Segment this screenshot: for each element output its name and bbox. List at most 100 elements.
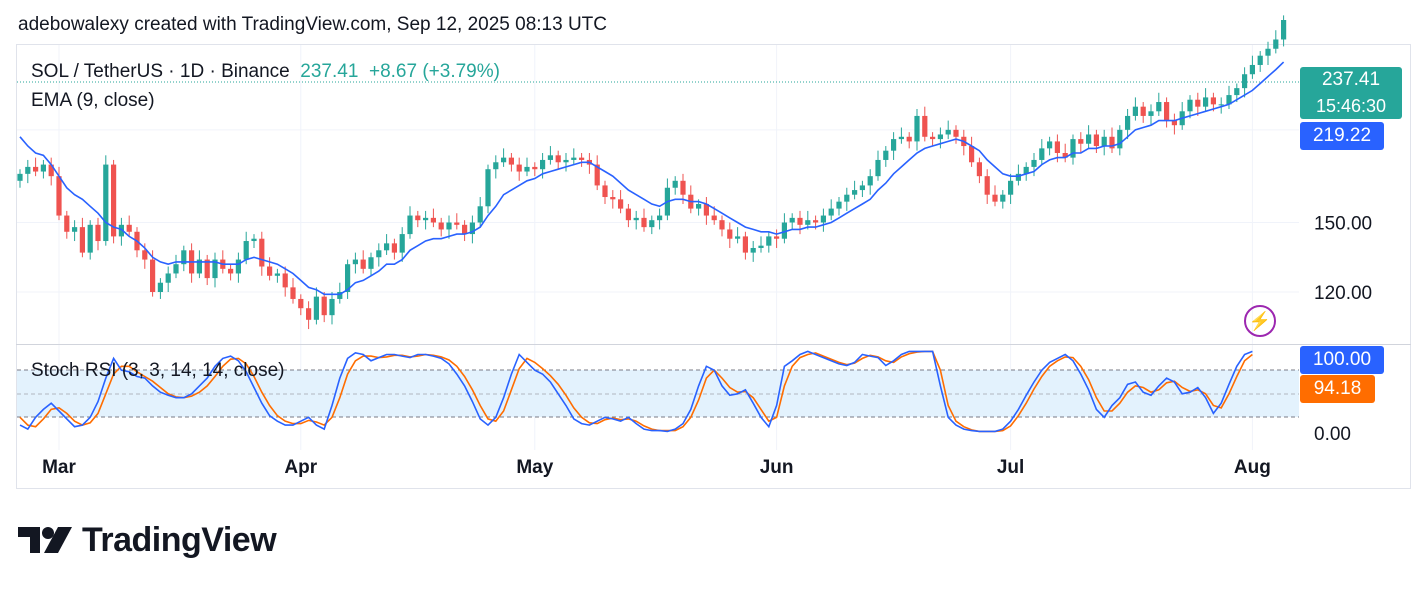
candle-body <box>633 217 639 221</box>
candle-body <box>1140 106 1146 116</box>
candle-body <box>906 136 912 142</box>
candle-body <box>922 115 928 137</box>
candle-body <box>1156 102 1162 112</box>
candle-body <box>891 139 897 151</box>
x-axis-labels: MarAprMayJunJulAugSep <box>42 457 1271 478</box>
x-tick-label: Aug <box>1234 457 1271 478</box>
candle-body <box>1218 104 1224 106</box>
candle-body <box>1125 115 1131 130</box>
x-tick-label: Jun <box>760 457 794 478</box>
candle-body <box>329 298 335 316</box>
candle-body <box>1047 141 1053 149</box>
last-price-tag-value: 237.41 <box>1321 69 1381 90</box>
countdown-text: 15:46:30 <box>1315 96 1387 116</box>
candle-body <box>274 273 280 276</box>
candle-body <box>79 227 85 253</box>
candle-body <box>1203 97 1209 107</box>
candle-body <box>774 236 780 239</box>
candle-body <box>243 241 249 260</box>
candle-body <box>1171 120 1177 126</box>
candle-body <box>235 259 241 274</box>
attribution-text: adebowalexy created with TradingView.com… <box>18 14 607 35</box>
candle-body <box>40 164 46 172</box>
candle-body <box>298 298 304 309</box>
candle-body <box>953 129 959 137</box>
candle-body <box>1039 148 1045 160</box>
candle-body <box>742 236 748 253</box>
candle-body <box>828 208 834 216</box>
candle-body <box>415 215 421 221</box>
candle-body <box>727 229 733 239</box>
candle-body <box>337 292 343 299</box>
symbol-legend[interactable]: SOL / TetherUS · 1D · Binance 237.41 +8.… <box>31 61 500 83</box>
candle-body <box>1234 88 1240 96</box>
candle-body <box>750 247 756 253</box>
candle-body <box>33 166 39 172</box>
candle-body <box>1265 48 1271 56</box>
tradingview-logo[interactable]: TradingView <box>18 520 277 560</box>
candle-body <box>469 222 475 235</box>
candle-body <box>173 264 179 274</box>
candle-body <box>118 224 124 237</box>
candle-body <box>859 185 865 191</box>
candle-body <box>625 208 631 221</box>
candle-body <box>781 222 787 239</box>
candle-body <box>976 162 982 177</box>
candle-body <box>321 296 327 316</box>
candle-body <box>1132 106 1138 116</box>
candle-body <box>423 217 429 221</box>
candle-body <box>945 129 951 135</box>
candle-body <box>563 159 569 163</box>
y-tick-label: 120.00 <box>1314 283 1372 304</box>
candle-body <box>579 157 585 160</box>
candle-body <box>516 164 522 172</box>
y-tick-label: 150.00 <box>1314 214 1372 235</box>
candle-body <box>259 238 265 267</box>
candle-body <box>867 176 873 186</box>
stoch-d-line <box>19 350 1253 433</box>
candle-body <box>228 268 234 274</box>
candle-body <box>930 136 936 140</box>
candle-body <box>789 217 795 223</box>
candle-body <box>376 250 382 258</box>
candle-body <box>547 155 553 160</box>
candle-body <box>836 201 842 209</box>
stoch-legend[interactable]: Stoch RSI (3, 3, 14, 14, close) <box>31 360 285 381</box>
candle-body <box>1062 153 1068 158</box>
candle-body <box>1257 55 1263 65</box>
candle-body <box>657 215 663 221</box>
candle-body <box>1070 139 1076 158</box>
candle-body <box>1008 180 1014 195</box>
candle-body <box>618 199 624 209</box>
last-price-tag: 237.41 15:46:30 <box>1300 67 1402 119</box>
candle-body <box>64 215 70 232</box>
candle-body <box>1273 39 1279 49</box>
candle-body <box>72 227 78 232</box>
lightning-icon[interactable]: ⚡ <box>1244 305 1276 337</box>
candle-body <box>165 273 171 283</box>
candle-body <box>290 287 296 299</box>
candle-body <box>462 224 468 235</box>
candle-body <box>157 282 163 292</box>
symbol-title: SOL / TetherUS · 1D · Binance <box>31 61 290 82</box>
chart-frame[interactable] <box>16 44 1411 489</box>
x-tick-label: Mar <box>42 457 76 478</box>
last-price-value: 237.41 <box>300 61 359 82</box>
candle-body <box>360 259 366 269</box>
candle-body <box>1078 139 1084 144</box>
candle-body <box>813 220 819 223</box>
candle-body <box>680 180 686 195</box>
ema-legend[interactable]: EMA (9, close) <box>31 90 155 111</box>
candle-body <box>1249 64 1255 75</box>
candle-body <box>56 176 62 216</box>
candle-body <box>852 190 858 195</box>
candle-body <box>555 155 561 163</box>
candle-body <box>1226 95 1232 105</box>
candle-body <box>1101 136 1107 147</box>
candle-body <box>501 157 507 163</box>
candle-body <box>384 243 390 251</box>
x-tick-label: May <box>516 457 553 478</box>
candle-body <box>454 222 460 225</box>
candle-body <box>430 217 436 223</box>
